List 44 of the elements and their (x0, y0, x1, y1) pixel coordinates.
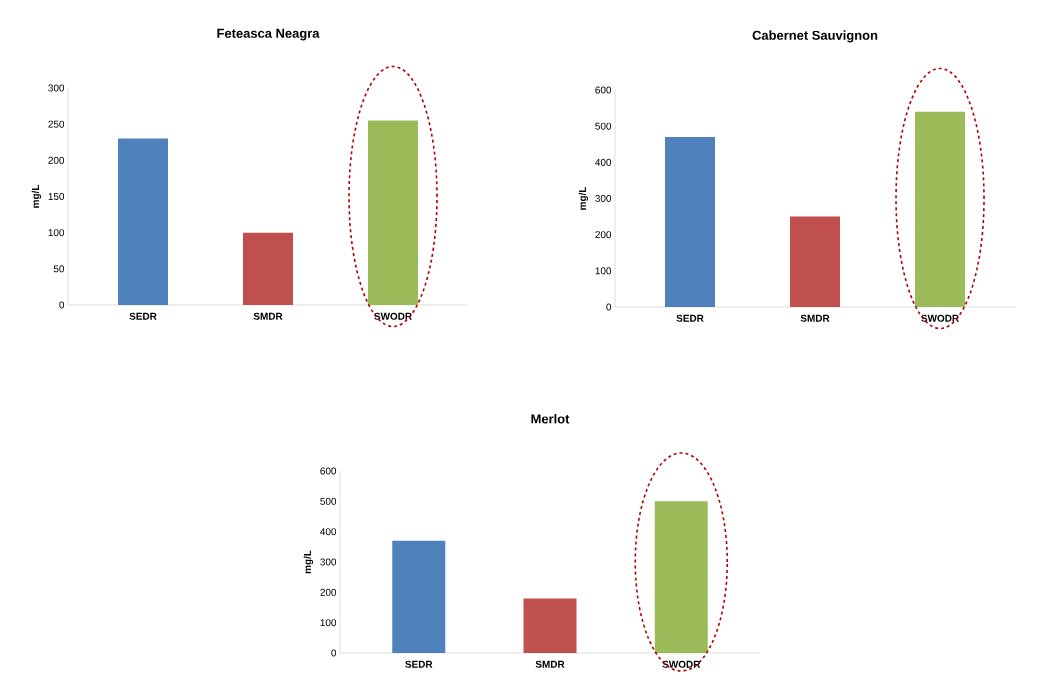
y-tick-label: 50 (53, 265, 65, 273)
y-tick-label: 150 (48, 192, 65, 201)
y-tick-label: 100 (320, 619, 337, 627)
chart-title: Cabernet Sauvignon (752, 30, 878, 43)
x-tick-label: SEDR (405, 660, 433, 668)
bar (790, 216, 841, 307)
bar (368, 120, 419, 305)
y-tick-label: 0 (606, 303, 612, 311)
x-tick-label: SMDR (800, 314, 830, 322)
y-tick-label: 600 (595, 86, 612, 94)
x-tick-label: SWODR (921, 314, 959, 322)
y-tick-label: 500 (595, 122, 612, 130)
y-tick-label: 250 (48, 120, 65, 128)
y-axis-title: mg/L (303, 550, 314, 574)
bar (118, 138, 169, 305)
y-axis-title: mg/L (31, 184, 42, 208)
y-tick-label: 500 (320, 497, 337, 505)
y-tick-label: 100 (48, 229, 65, 237)
y-tick-label: 400 (320, 528, 337, 536)
y-tick-label: 300 (48, 84, 65, 92)
chart-title: Merlot (531, 413, 570, 424)
x-tick-label: SEDR (676, 314, 704, 322)
bar (392, 540, 446, 653)
y-tick-label: 200 (320, 588, 337, 596)
x-tick-label: SMDR (253, 312, 283, 320)
y-tick-label: 0 (331, 649, 337, 657)
chart-title: Feteasca Neagra (217, 28, 320, 41)
bar (523, 598, 577, 653)
bar (654, 501, 708, 653)
y-tick-label: 600 (320, 467, 337, 475)
y-tick-label: 0 (59, 301, 65, 309)
x-tick-label: SWODR (374, 312, 412, 320)
y-tick-label: 400 (595, 158, 612, 166)
x-tick-label: SEDR (129, 312, 157, 320)
y-tick-label: 200 (595, 231, 612, 239)
bar (243, 232, 294, 305)
y-axis-title: mg/L (578, 186, 589, 210)
y-tick-label: 100 (595, 267, 612, 275)
y-tick-label: 300 (595, 194, 612, 203)
y-tick-label: 300 (320, 558, 337, 566)
x-tick-label: SMDR (535, 660, 565, 668)
bar (915, 111, 966, 307)
bar (665, 137, 716, 307)
y-tick-label: 200 (48, 156, 65, 164)
